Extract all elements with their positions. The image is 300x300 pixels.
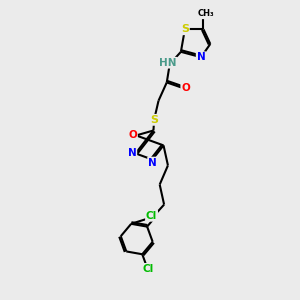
Text: Cl: Cl bbox=[142, 264, 154, 274]
Text: N: N bbox=[196, 52, 206, 62]
Text: HN: HN bbox=[160, 58, 177, 68]
Text: O: O bbox=[128, 130, 137, 140]
Text: N: N bbox=[128, 148, 136, 158]
Text: CH₃: CH₃ bbox=[198, 10, 215, 19]
Text: S: S bbox=[181, 24, 189, 34]
Text: S: S bbox=[150, 115, 158, 125]
Text: N: N bbox=[148, 158, 157, 167]
Text: Cl: Cl bbox=[146, 211, 157, 221]
Text: O: O bbox=[147, 211, 156, 220]
Text: O: O bbox=[181, 83, 190, 93]
